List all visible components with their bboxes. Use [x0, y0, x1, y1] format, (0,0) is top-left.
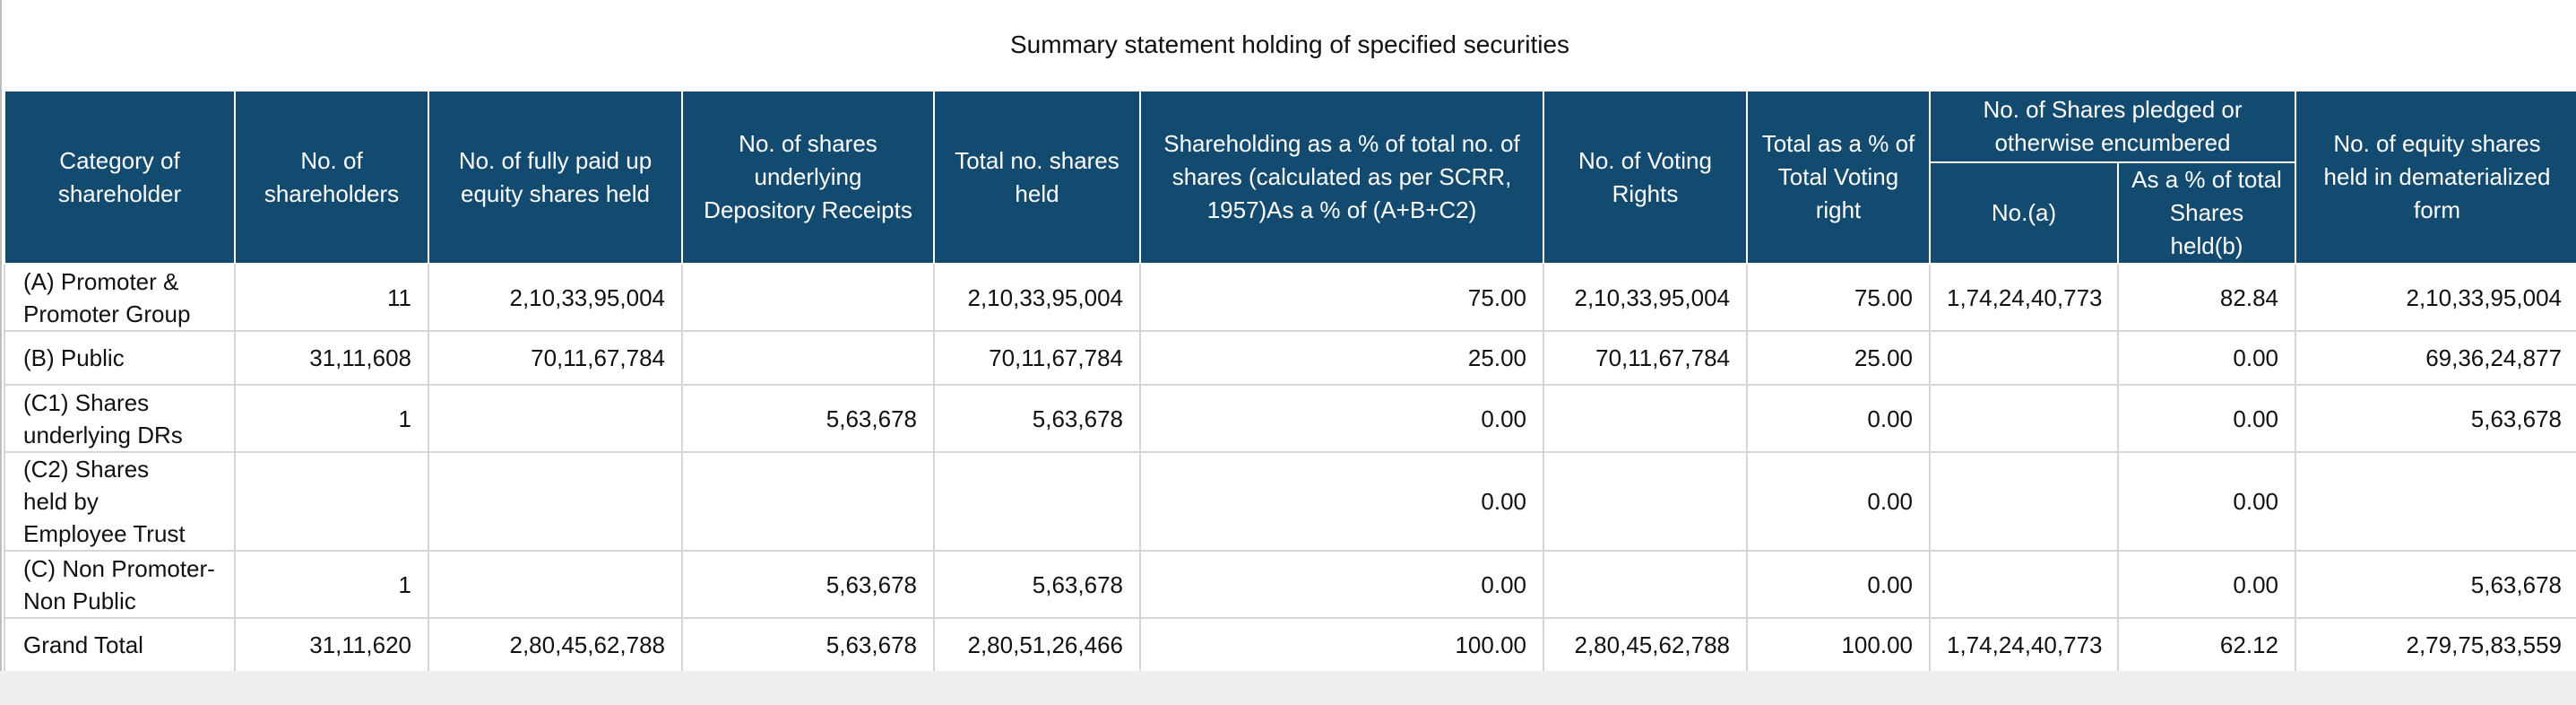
cell-voting-rights — [1543, 384, 1748, 453]
header-no-of-shareholders: No. of shareholders — [234, 90, 429, 265]
cell-pledged-percent: 0.00 — [2117, 330, 2296, 386]
cell-total-voting-percent: 75.00 — [1746, 263, 1931, 332]
cell-voting-rights — [1543, 451, 1748, 552]
cell-shareholding-percent: 100.00 — [1139, 617, 1544, 673]
cell-shareholding-percent: 0.00 — [1139, 451, 1544, 552]
cell-shareholding-percent: 0.00 — [1139, 550, 1544, 619]
cell-category: (C) Non Promoter-Non Public — [4, 550, 236, 619]
cell-depository-receipts: 5,63,678 — [681, 550, 935, 619]
cell-total-shares: 5,63,678 — [933, 550, 1141, 619]
cell-no-of-shareholders: 1 — [234, 550, 429, 619]
cell-pledged-no — [1929, 451, 2119, 552]
header-category: Category of shareholder — [4, 90, 236, 265]
cell-voting-rights: 70,11,67,784 — [1543, 330, 1748, 386]
cell-total-shares: 5,63,678 — [933, 384, 1141, 453]
header-pledged-percent: As a % of total Shares held(b) — [2117, 161, 2296, 265]
cell-category: Grand Total — [4, 617, 236, 673]
header-row: Category of shareholder No. of sharehold… — [4, 90, 2576, 265]
cell-pledged-no — [1929, 550, 2119, 619]
cell-no-of-shareholders: 11 — [234, 263, 429, 332]
cell-total-shares — [933, 451, 1141, 552]
cell-fully-paid-shares: 2,80,45,62,788 — [428, 617, 683, 673]
header-demat-shares: No. of equity shares held in demateriali… — [2295, 90, 2576, 265]
cell-total-shares: 2,80,51,26,466 — [933, 617, 1141, 673]
cell-no-of-shareholders: 1 — [234, 384, 429, 453]
cell-shareholding-percent: 0.00 — [1139, 384, 1544, 453]
cell-pledged-percent: 82.84 — [2117, 263, 2296, 332]
cell-shareholding-percent: 25.00 — [1139, 330, 1544, 386]
cell-total-voting-percent: 0.00 — [1746, 384, 1931, 453]
cell-total-voting-percent: 25.00 — [1746, 330, 1931, 386]
cell-fully-paid-shares: 2,10,33,95,004 — [428, 263, 683, 332]
cell-pledged-percent: 0.00 — [2117, 384, 2296, 453]
cell-category: (B) Public — [4, 330, 236, 386]
cell-fully-paid-shares — [428, 550, 683, 619]
statement-panel: Summary statement holding of specified s… — [0, 0, 2576, 673]
cell-no-of-shareholders: 31,11,620 — [234, 617, 429, 673]
cell-pledged-no: 1,74,24,40,773 — [1929, 617, 2119, 673]
cell-demat-shares: 5,63,678 — [2295, 384, 2576, 453]
table-row: (A) Promoter & Promoter Group 11 2,10,33… — [4, 263, 2576, 332]
grand-total-row: Grand Total 31,11,620 2,80,45,62,788 5,6… — [4, 617, 2576, 673]
cell-voting-rights: 2,10,33,95,004 — [1543, 263, 1748, 332]
cell-total-voting-percent: 0.00 — [1746, 550, 1931, 619]
cell-total-voting-percent: 100.00 — [1746, 617, 1931, 673]
cell-total-shares: 70,11,67,784 — [933, 330, 1141, 386]
cell-fully-paid-shares — [428, 384, 683, 453]
header-subrow: No.(a) As a % of total Shares held(b) — [4, 161, 2576, 265]
cell-total-shares: 2,10,33,95,004 — [933, 263, 1141, 332]
cell-demat-shares: 5,63,678 — [2295, 550, 2576, 619]
cell-pledged-no — [1929, 330, 2119, 386]
cell-category: (C1) Shares underlying DRs — [4, 384, 236, 453]
cell-depository-receipts: 5,63,678 — [681, 617, 935, 673]
cell-demat-shares: 2,10,33,95,004 — [2295, 263, 2576, 332]
header-total-voting-percent: Total as a % of Total Voting right — [1746, 90, 1931, 265]
table-title: Summary statement holding of specified s… — [1009, 30, 1570, 58]
cell-depository-receipts — [681, 330, 935, 386]
cell-no-of-shareholders — [234, 451, 429, 552]
header-total-shares: Total no. shares held — [933, 90, 1141, 265]
table-row: (C) Non Promoter-Non Public 1 5,63,678 5… — [4, 550, 2576, 619]
header-shareholding-percent: Shareholding as a % of total no. of shar… — [1139, 90, 1544, 265]
cell-fully-paid-shares — [428, 451, 683, 552]
table-row: (B) Public 31,11,608 70,11,67,784 70,11,… — [4, 330, 2576, 386]
cell-pledged-no: 1,74,24,40,773 — [1929, 263, 2119, 332]
cell-voting-rights: 2,80,45,62,788 — [1543, 617, 1748, 673]
cell-category: (C2) Shares held by Employee Trust — [4, 451, 236, 552]
cell-shareholding-percent: 75.00 — [1139, 263, 1544, 332]
cell-pledged-percent: 62.12 — [2117, 617, 2296, 673]
table-body: (A) Promoter & Promoter Group 11 2,10,33… — [4, 263, 2576, 673]
cell-depository-receipts: 5,63,678 — [681, 384, 935, 453]
cell-demat-shares: 69,36,24,877 — [2295, 330, 2576, 386]
table-header: Category of shareholder No. of sharehold… — [4, 90, 2576, 265]
header-pledged-group: No. of Shares pledged or otherwise encum… — [1929, 90, 2296, 163]
header-pledged-no: No.(a) — [1929, 161, 2119, 265]
header-depository-receipts: No. of shares underlying Depository Rece… — [681, 90, 935, 265]
cell-pledged-percent: 0.00 — [2117, 451, 2296, 552]
table-row: (C2) Shares held by Employee Trust 0.00 … — [4, 451, 2576, 552]
table-row: (C1) Shares underlying DRs 1 5,63,678 5,… — [4, 384, 2576, 453]
cell-voting-rights — [1543, 550, 1748, 619]
header-fully-paid-shares: No. of fully paid up equity shares held — [428, 90, 683, 265]
cell-category: (A) Promoter & Promoter Group — [4, 263, 236, 332]
page-bottom-margin — [0, 671, 2576, 705]
cell-depository-receipts — [681, 451, 935, 552]
header-voting-rights: No. of Voting Rights — [1543, 90, 1748, 265]
cell-demat-shares: 2,79,75,83,559 — [2295, 617, 2576, 673]
cell-depository-receipts — [681, 263, 935, 332]
cell-demat-shares — [2295, 451, 2576, 552]
cell-total-voting-percent: 0.00 — [1746, 451, 1931, 552]
cell-fully-paid-shares: 70,11,67,784 — [428, 330, 683, 386]
cell-pledged-no — [1929, 384, 2119, 453]
shareholding-summary-table: Category of shareholder No. of sharehold… — [4, 90, 2576, 673]
cell-pledged-percent: 0.00 — [2117, 550, 2296, 619]
cell-no-of-shareholders: 31,11,608 — [234, 330, 429, 386]
